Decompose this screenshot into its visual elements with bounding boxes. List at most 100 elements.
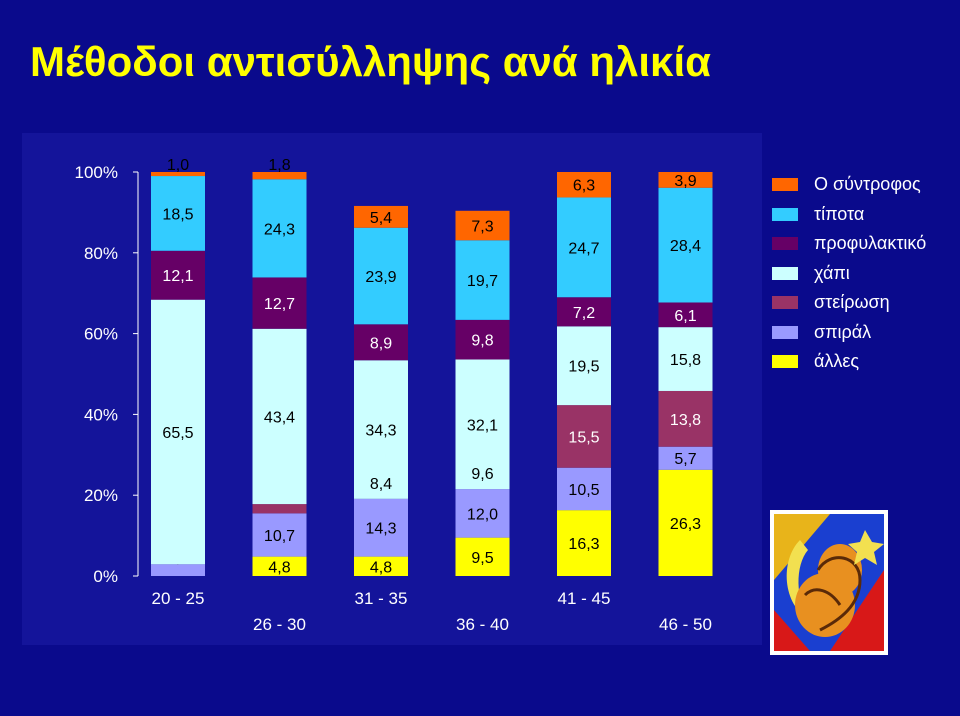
data-label: 8,9 [370,335,392,352]
bar-segment [557,510,611,576]
data-label: 16,3 [568,536,599,553]
data-label: 6,3 [573,178,595,195]
data-label: 12,0 [467,506,498,523]
data-label: 10,7 [264,528,295,545]
data-label: 3,9 [674,173,696,190]
x-tick-label: 46 - 50 [659,615,712,634]
bar-segment [557,172,611,198]
bar-segment [557,297,611,327]
legend-item: χάπι [772,259,926,289]
bar-segment [252,277,307,329]
data-label: 5,4 [370,210,392,227]
bar-segment [252,179,307,278]
data-label: 34,3 [365,423,396,440]
bar-segment [252,556,307,576]
bar-segment [557,467,611,511]
data-label: 4,8 [268,559,290,576]
chart-legend: Ο σύντροφος τίποτα προφυλακτικό χάπι στείρωσ… [772,170,926,377]
page-title: Μέθοδοι αντισύλληψης ανά ηλικία [30,38,711,85]
bar-segment [658,172,713,188]
data-label: 24,3 [264,221,295,238]
data-label: 7,2 [573,305,595,322]
data-label: 15,5 [568,429,599,446]
data-label: 15,8 [670,352,701,369]
bar-segment [455,210,510,241]
bar-segment [354,556,408,576]
data-label: 9,5 [471,550,493,567]
legend-item: τίποτα [772,200,926,230]
bar-segment [151,176,205,251]
legend-item: άλλες [772,347,926,377]
data-label: 9,6 [471,466,493,483]
bar-segment [658,327,713,391]
y-tick-label: 100% [75,163,118,182]
legend-swatch [772,296,798,310]
data-label: 43,4 [264,409,295,426]
x-tick-label: 31 - 35 [355,589,408,608]
bar-segment [658,446,713,470]
y-tick-label: 60% [84,325,118,344]
bar-segment [557,326,611,406]
data-label: 7,3 [471,219,493,236]
data-label: 8,4 [370,476,392,493]
bar-segment [354,498,408,557]
legend-label: προφυλακτικό [814,233,927,254]
data-label: 19,7 [467,273,498,290]
bar-segment [658,390,713,447]
data-label: 24,7 [568,240,599,257]
x-tick-label: 36 - 40 [456,615,509,634]
y-tick-label: 80% [84,244,118,263]
bar-segment [455,489,510,538]
data-label: 4,8 [370,559,392,576]
bar-segment [557,197,611,298]
legend-label: στείρωση [814,292,890,313]
data-label: 28,4 [670,238,701,255]
data-label: 13,8 [670,412,701,429]
legend-label: σπιράλ [814,321,872,342]
x-tick-label: 41 - 45 [558,589,611,608]
bar-segment [658,302,713,328]
legend-swatch [772,355,798,369]
bar-segment [354,227,408,325]
bar-segment [658,469,713,576]
legend-swatch [772,237,798,251]
x-tick-label: 20 - 25 [152,589,205,608]
y-tick-label: 20% [84,486,118,505]
bar-segment [354,205,408,228]
legend-swatch [772,266,798,280]
legend-label: τίποτα [814,203,865,224]
y-tick-label: 0% [93,567,118,586]
bar-segment [455,319,510,360]
legend-label: χάπι [814,262,850,283]
bar-segment [252,328,307,505]
data-label: 65,5 [162,425,193,442]
bar-segment [455,537,510,576]
data-label: 1,8 [268,157,290,174]
data-label: 5,7 [674,451,696,468]
data-label: 14,3 [365,521,396,538]
legend-item: προφυλακτικό [772,229,926,259]
bar-segment [151,564,205,576]
bar-segment [151,172,205,177]
bar-segment [354,360,408,499]
bar-segment [252,513,307,557]
x-tick-label: 26 - 30 [253,615,306,634]
bar-segment [658,187,713,303]
couple-illustration-image [770,510,888,655]
legend-label: Ο σύντροφος [814,174,921,195]
bar-segment [151,250,205,300]
data-label: 18,5 [162,206,193,223]
data-label: 32,1 [467,417,498,434]
data-label: 10,5 [568,482,599,499]
legend-swatch [772,207,798,221]
bar-segment [455,240,510,320]
legend-item: στείρωση [772,288,926,318]
bar-segment [354,324,408,361]
data-label: 26,3 [670,516,701,533]
legend-swatch [772,325,798,339]
legend-label: άλλες [814,351,860,372]
bar-segment [151,299,205,565]
bar-segment [455,359,510,490]
data-label: 1,0 [167,157,189,174]
